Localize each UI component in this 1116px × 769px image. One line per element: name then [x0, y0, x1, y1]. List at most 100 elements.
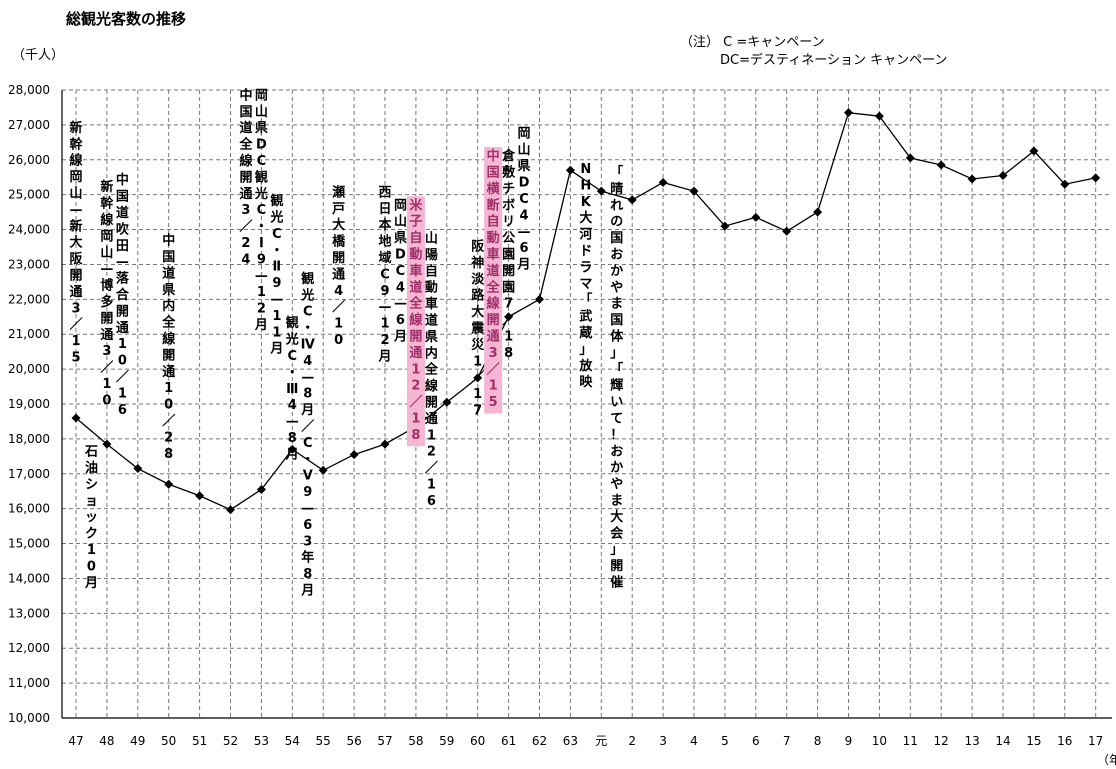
data-point — [627, 195, 637, 205]
x-tick-label: 15 — [1026, 734, 1041, 748]
data-point — [318, 465, 328, 475]
annotation-label: 山陽自動車道県内全線開通 1 2 ／ 1 6 — [424, 230, 439, 508]
annotation-label: 観光 C ・ Ⅱ 9—1 1 月 — [269, 193, 283, 357]
x-tick-label: 51 — [192, 734, 207, 748]
data-point — [71, 413, 81, 423]
annotation-label: 瀬戸大橋開通 4 ／ 1 0 — [332, 184, 346, 348]
x-tick-label: 9 — [845, 734, 853, 748]
y-axis-unit-label: （千人） — [12, 48, 65, 63]
y-tick-label: 15,000 — [8, 537, 50, 551]
x-tick-label: 16 — [1057, 734, 1072, 748]
data-point — [1029, 146, 1039, 156]
annotation-label: 中国道全線開通 3 ／ 2 4 — [238, 87, 253, 267]
annotation-label: 岡山県 D C 4—6 月 — [393, 198, 407, 344]
annotation-label: 岡山県 D C 4—6 月 — [517, 126, 531, 272]
annotation-label: 岡山県 D C 観光 C ・ Ⅰ 9—1 2 月 — [254, 88, 268, 333]
data-point — [751, 212, 761, 222]
y-tick-label: 17,000 — [8, 467, 50, 481]
x-tick-label: 55 — [316, 734, 331, 748]
x-tick-label: 49 — [130, 734, 145, 748]
data-point — [473, 373, 483, 383]
data-point — [133, 464, 143, 474]
annotation-label: 「晴れの国おかやま国体」「輝いて！おかやま大会」開催 — [610, 165, 624, 591]
data-point — [998, 170, 1008, 180]
x-tick-label: 6 — [752, 734, 760, 748]
chart-title: 総観光客数の推移 — [66, 10, 187, 28]
y-tick-label: 24,000 — [8, 223, 50, 237]
y-tick-label: 14,000 — [8, 571, 50, 585]
chart-note: （注） C =キャンペーン DC=デスティネーション キャンペーン — [680, 34, 947, 70]
x-tick-label: 10 — [872, 734, 887, 748]
x-axis-unit-label: （年 — [1097, 753, 1116, 767]
x-tick-label: 7 — [783, 734, 791, 748]
data-point — [813, 207, 823, 217]
x-tick-label: 62 — [532, 734, 547, 748]
x-tick-label: 11 — [903, 734, 918, 748]
x-tick-label: 57 — [377, 734, 392, 748]
data-point — [782, 226, 792, 236]
x-tick-label: 12 — [934, 734, 949, 748]
x-tick-label: 48 — [99, 734, 114, 748]
y-tick-label: 23,000 — [8, 257, 50, 271]
x-tick-label: 4 — [690, 734, 698, 748]
annotation-highlight — [484, 147, 503, 414]
y-tick-label: 10,000 — [8, 711, 50, 725]
data-point — [380, 439, 390, 449]
data-point — [720, 221, 730, 231]
note-line-1: （注） C =キャンペーン — [680, 35, 825, 50]
annotation-highlight — [406, 196, 425, 447]
data-point — [102, 439, 112, 449]
data-point — [967, 174, 977, 184]
annotation-label: 観光 C ・ Ⅳ 4—8 月／ C ・ Ⅴ 9—6 3 年 8 月 — [300, 271, 315, 599]
data-point — [1060, 179, 1070, 189]
y-tick-label: 11,000 — [8, 676, 50, 690]
x-tick-label: 59 — [439, 734, 454, 748]
y-tick-label: 26,000 — [8, 153, 50, 167]
data-point — [256, 484, 266, 494]
x-tick-label: 2 — [628, 734, 636, 748]
y-tick-label: 27,000 — [8, 118, 50, 132]
note-line-2: DC=デスティネーション キャンペーン — [720, 53, 948, 68]
annotation-label: 米子自動車道全線開通 1 2 ／ 1 8 — [408, 197, 423, 443]
data-point — [287, 444, 297, 454]
data-point — [226, 505, 235, 515]
data-point — [596, 186, 606, 196]
data-point — [844, 108, 853, 118]
annotation-label: 観光 C ・ Ⅲ 4—8 月 — [285, 315, 299, 462]
x-tick-label: 58 — [408, 734, 423, 748]
y-tick-label: 22,000 — [8, 292, 50, 306]
annotation-label: 西日本地域 C 9—1 2 月 — [377, 185, 391, 364]
x-tick-label: 5 — [721, 734, 729, 748]
data-point — [905, 153, 915, 163]
annotation-label: 中国横断自動車道全線開通 3 ／ 1 5 — [486, 148, 501, 410]
x-tick-label: 63 — [563, 734, 578, 748]
data-point — [1091, 173, 1101, 183]
x-tick-label: 14 — [995, 734, 1010, 748]
data-point — [195, 491, 205, 501]
data-point — [689, 186, 699, 196]
y-tick-label: 19,000 — [8, 397, 50, 411]
data-point — [164, 479, 174, 489]
x-tick-label: 56 — [346, 734, 361, 748]
annotation-label: 新幹線岡山—博多開通 3 ／ 1 0 — [100, 179, 114, 408]
x-tick-label: 54 — [285, 734, 300, 748]
y-tick-label: 25,000 — [8, 188, 50, 202]
annotation-label: 中国道吹田—落合開通 1 0 ／ 1 6 — [116, 172, 130, 418]
data-point — [565, 165, 575, 175]
data-point — [504, 312, 514, 322]
x-tick-label: 47 — [68, 734, 83, 748]
x-tick-label: 53 — [254, 734, 269, 748]
data-point — [349, 450, 359, 460]
x-tick-label: 元 — [595, 734, 607, 748]
annotation-label: 阪神淡路大震災 1 ／ 1 7 — [470, 239, 485, 418]
x-tick-label: 8 — [814, 734, 822, 748]
x-tick-label: 3 — [659, 734, 667, 748]
x-tick-label: 50 — [161, 734, 176, 748]
data-point — [658, 177, 668, 187]
x-tick-label: 52 — [223, 734, 238, 748]
y-tick-label: 20,000 — [8, 362, 50, 376]
x-tick-label: 60 — [470, 734, 485, 748]
annotation-label: N H K 大河ドラマ「武蔵」放映 — [578, 162, 593, 390]
data-point — [442, 397, 452, 407]
